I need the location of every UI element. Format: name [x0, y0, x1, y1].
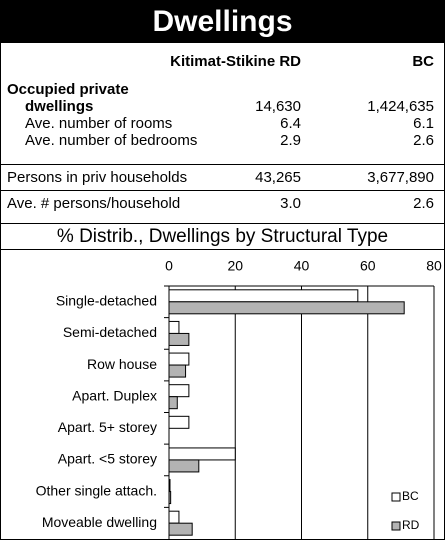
bar [168, 491, 172, 505]
legend-label: BC [402, 489, 419, 503]
bar [168, 479, 171, 493]
bar [168, 332, 190, 346]
x-tick-label: 80 [426, 258, 442, 274]
cell-value: 2.6 [413, 132, 434, 149]
bar [168, 384, 190, 398]
legend-label: RD [402, 518, 420, 532]
column-header: BC [412, 53, 434, 70]
bar [168, 352, 190, 366]
cell-value: 3,677,890 [367, 169, 434, 186]
legend-swatch [391, 521, 401, 531]
cell-value: 6.4 [280, 115, 301, 132]
cell-value: 3.0 [280, 195, 301, 212]
bar [168, 396, 178, 410]
y-tick-label: Single-detached [56, 293, 157, 309]
x-tick-label: 0 [165, 258, 173, 274]
bar [168, 301, 405, 315]
rule [1, 190, 444, 191]
cell-value: 2.9 [280, 132, 301, 149]
bar [168, 320, 180, 334]
bar [168, 510, 180, 524]
legend-swatch [391, 492, 401, 502]
cell-value: 1,424,635 [367, 98, 434, 115]
bar [168, 289, 359, 303]
row-label: Persons in priv households [7, 169, 188, 186]
header-title: Dwellings [1, 1, 444, 43]
bar [168, 364, 187, 378]
y-tick-label: Apart. 5+ storey [58, 419, 157, 435]
cell-value: 6.1 [413, 115, 434, 132]
bar [168, 415, 190, 429]
row-label: Ave. number of bedrooms [25, 132, 198, 149]
x-tick-label: 60 [360, 258, 376, 274]
bar [168, 522, 193, 536]
bar [168, 447, 236, 461]
rule [1, 249, 444, 250]
y-tick-label: Apart. Duplex [72, 387, 157, 403]
chart: 0 20 40 60 80 Single-detached Semi-detached Row… [36, 258, 442, 539]
x-tick-label: 20 [227, 258, 243, 274]
cell-value: 14,630 [255, 98, 301, 115]
bar [168, 459, 200, 473]
y-tick-label: Other single attach. [36, 482, 157, 498]
cell-value: 43,265 [255, 169, 301, 186]
y-tick-label: Semi-detached [63, 324, 157, 340]
column-header: Kitimat-Stikine RD [170, 53, 301, 70]
row-label: Ave. # persons/household [7, 195, 181, 212]
x-tick-label: 40 [294, 258, 310, 274]
row-label: dwellings [25, 98, 94, 115]
y-tick-label: Row house [87, 356, 157, 372]
rule [1, 223, 444, 224]
row-label: Occupied private [7, 81, 129, 98]
chart-title: % Distrib., Dwellings by Structural Type [56, 226, 389, 247]
cell-value: 2.6 [413, 195, 434, 212]
row-label: Ave. number of rooms [25, 115, 173, 132]
y-tick-label: Moveable dwelling [42, 514, 157, 530]
rule [1, 164, 444, 165]
y-tick-label: Apart. <5 storey [58, 451, 157, 467]
